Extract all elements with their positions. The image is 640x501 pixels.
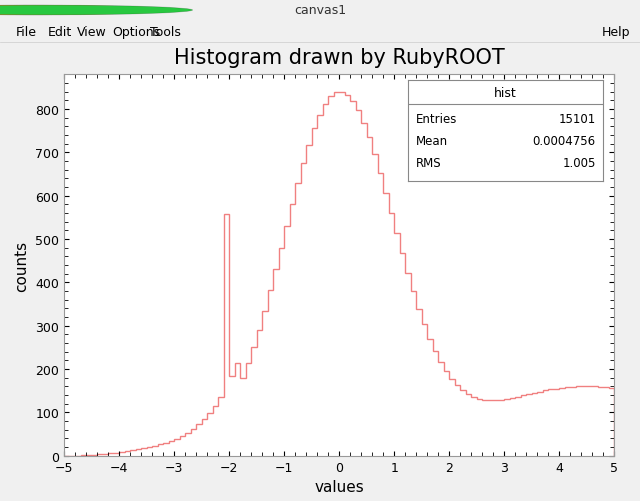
- Text: canvas1: canvas1: [294, 5, 346, 18]
- Y-axis label: counts: counts: [15, 240, 29, 291]
- Text: Help: Help: [602, 27, 630, 40]
- X-axis label: values: values: [314, 479, 364, 494]
- Text: Edit: Edit: [48, 27, 72, 40]
- Text: Options: Options: [112, 27, 160, 40]
- Text: File: File: [16, 27, 37, 40]
- Circle shape: [0, 6, 175, 16]
- Text: Tools: Tools: [150, 27, 181, 40]
- Text: View: View: [77, 27, 106, 40]
- Title: Histogram drawn by RubyROOT: Histogram drawn by RubyROOT: [174, 48, 504, 68]
- Circle shape: [0, 6, 157, 16]
- Circle shape: [0, 6, 193, 16]
